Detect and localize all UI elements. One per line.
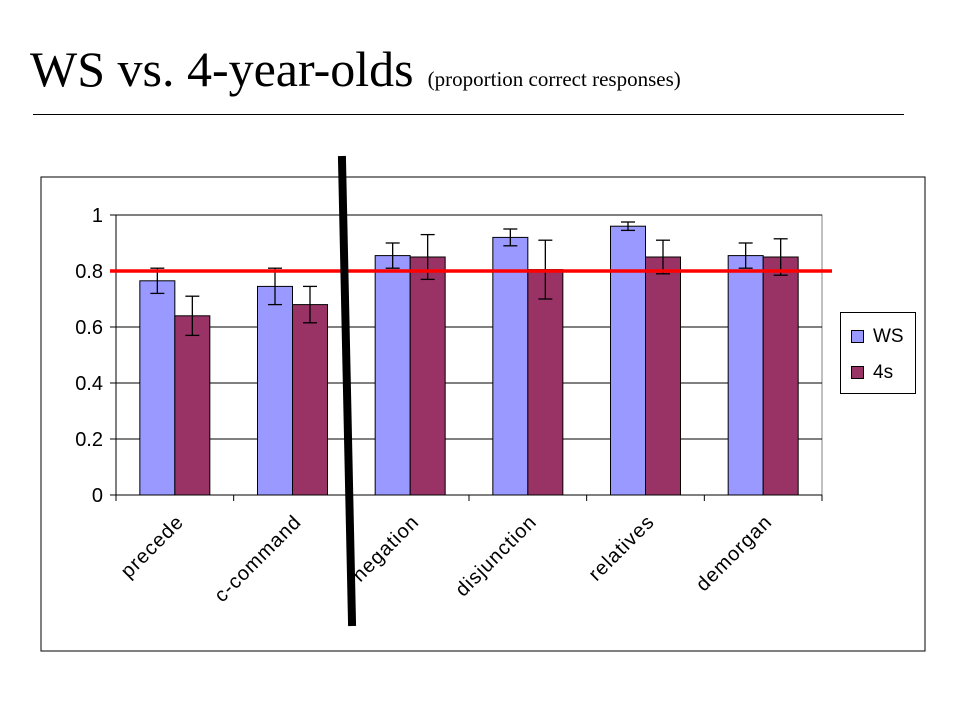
title-main: WS vs. 4-year-olds	[30, 41, 414, 97]
legend-item-4s: 4s	[851, 363, 893, 382]
y-tick-label: 0.6	[75, 317, 103, 339]
bar-ws-disjunction	[492, 236, 529, 496]
y-tick-label: 0.4	[75, 373, 103, 395]
bar-ws-precede	[139, 280, 176, 496]
bar-4s-disjunction	[527, 269, 564, 496]
legend-label-4s: 4s	[873, 362, 894, 383]
divider-marker-line	[337, 155, 357, 627]
y-axis: 0 0.2 0.4 0.6 0.8 1	[75, 205, 823, 507]
slide-title: WS vs. 4-year-olds (proportion correct re…	[30, 40, 681, 98]
bar-ws-demorgan	[727, 255, 764, 496]
bar-4s-relatives	[645, 256, 681, 496]
bar-4s-c-command	[292, 304, 328, 496]
legend-item-ws: WS	[851, 327, 904, 346]
y-tick-label: 0.8	[75, 261, 103, 283]
bars	[139, 225, 799, 496]
title-subtitle: (proportion correct responses)	[427, 67, 681, 91]
y-tick-label: 0.2	[75, 429, 103, 451]
bar-ws-c-command	[257, 285, 293, 496]
bar-4s-negation	[409, 256, 446, 496]
bar-4s-precede	[174, 315, 211, 496]
y-tick-label: 1	[92, 205, 103, 227]
legend-swatch-4s	[851, 366, 864, 379]
legend-swatch-ws	[851, 330, 864, 343]
legend: WS 4s	[840, 312, 916, 394]
legend-label-ws: WS	[873, 326, 904, 347]
bar-ws-relatives	[610, 225, 646, 496]
error-bars	[150, 221, 788, 337]
bar-4s-demorgan	[762, 256, 799, 496]
bar-ws-negation	[374, 255, 411, 496]
title-divider	[33, 114, 904, 115]
y-tick-label: 0	[92, 485, 103, 507]
